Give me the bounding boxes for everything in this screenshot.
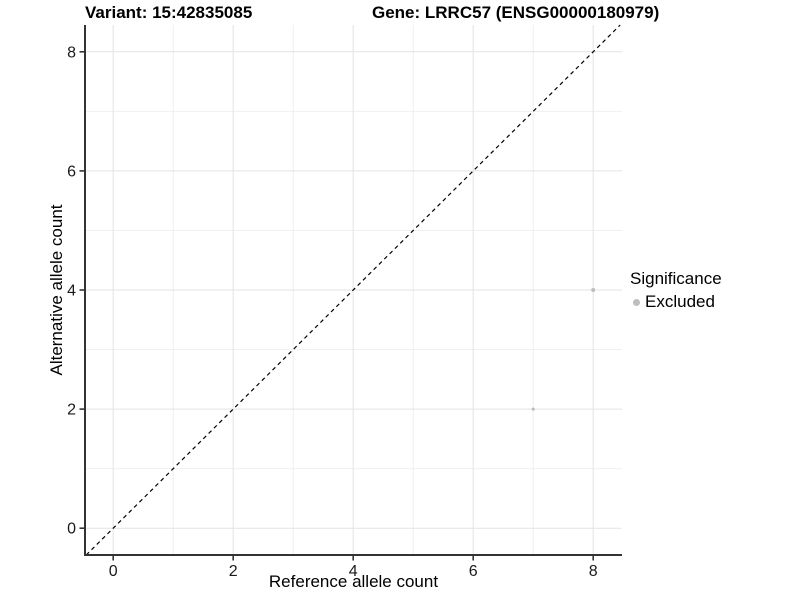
legend: Significance Excluded: [630, 269, 722, 312]
x-tick-label: 8: [589, 563, 598, 580]
x-tick-label: 6: [469, 563, 478, 580]
legend-title: Significance: [630, 269, 722, 288]
excluded-point-icon: [633, 298, 640, 306]
y-tick-label: 2: [67, 402, 76, 419]
y-tick-label: 8: [67, 44, 76, 61]
legend-item-label: Excluded: [645, 292, 715, 311]
legend-item-excluded: Excluded: [630, 292, 722, 312]
data-point[interactable]: [591, 288, 596, 292]
y-tick-label: 0: [67, 521, 76, 538]
x-axis-title: Reference allele count: [268, 572, 439, 591]
identity-dashed-line: [85, 24, 621, 556]
y-tick-label: 4: [67, 283, 76, 300]
y-axis-title: Alternative allele count: [47, 204, 66, 376]
identity-line: [85, 24, 621, 556]
variant-title: Variant: 15:42835085: [85, 3, 253, 22]
data-point[interactable]: [531, 407, 535, 411]
y-tick-label: 6: [67, 163, 76, 180]
x-tick-label: 0: [109, 563, 118, 580]
gene-title: Gene: LRRC57 (ENSG00000180979): [372, 3, 660, 22]
plot-panel: 0 2 4 6 8 0 2 4 6 8: [67, 24, 622, 580]
x-tick-label: 2: [229, 563, 238, 580]
axis-tick-labels: 0 2 4 6 8 0 2 4 6 8: [67, 44, 598, 580]
data-points: [531, 288, 596, 411]
x-tick-label: 4: [349, 563, 358, 580]
axis-ticks: [79, 50, 595, 561]
